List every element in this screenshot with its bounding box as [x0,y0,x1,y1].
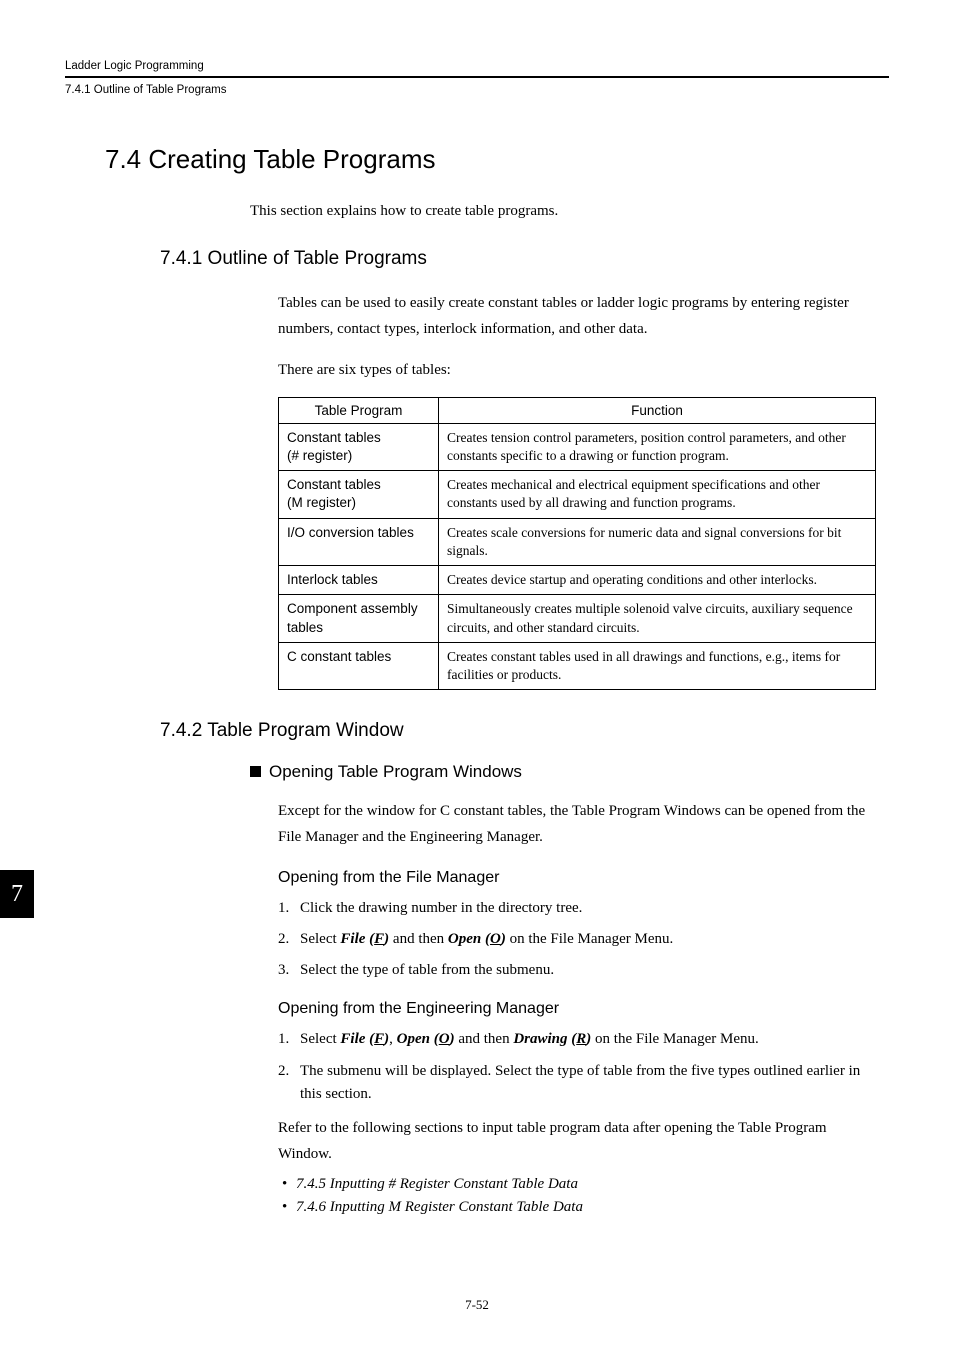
step: The submenu will be displayed. Select th… [278,1060,869,1107]
cell-name: Component assembly [287,601,418,616]
th-function: Function [439,397,876,423]
para-741-1: Tables can be used to easily create cons… [278,290,869,343]
table-types: Table Program Function Constant tables (#… [278,397,876,690]
th-program: Table Program [279,397,439,423]
cell-name: Interlock tables [287,572,378,587]
cell-func: Simultaneously creates multiple solenoid… [439,595,876,642]
step: Click the drawing number in the director… [278,897,869,920]
steps-file-manager: Click the drawing number in the director… [278,897,869,983]
cell-sub: tables [287,620,323,635]
cell-name: Constant tables [287,430,381,445]
ref-bullets: 7.4.5 Inputting # Register Constant Tabl… [278,1173,889,1220]
sub-file-manager: Opening from the File Manager [278,869,889,887]
cell-func: Creates tension control parameters, posi… [439,423,876,470]
step: Select the type of table from the submen… [278,959,869,982]
step: Select File (F), Open (O) and then Drawi… [278,1028,869,1051]
cell-name: Constant tables [287,477,381,492]
steps-engineering-manager: Select File (F), Open (O) and then Drawi… [278,1028,869,1106]
cell-name: C constant tables [287,649,391,664]
table-row: Component assembly tables Simultaneously … [279,595,876,642]
cell-func: Creates constant tables used in all draw… [439,642,876,689]
section-intro: This section explains how to create tabl… [250,203,889,220]
table-row: I/O conversion tables Creates scale conv… [279,518,876,565]
cell-name: I/O conversion tables [287,525,414,540]
cell-sub: (# register) [287,448,352,463]
ref-item: 7.4.6 Inputting M Register Constant Tabl… [278,1196,889,1219]
page-number: 7-52 [65,1297,889,1313]
chapter-tab: 7 [0,870,34,918]
table-row: Constant tables (# register) Creates tens… [279,423,876,470]
ref-item: 7.4.5 Inputting # Register Constant Tabl… [278,1173,889,1196]
step: Select File (F) and then Open (O) on the… [278,928,869,951]
sub-engineering-manager: Opening from the Engineering Manager [278,1000,889,1018]
subsection-742-title: 7.4.2 Table Program Window [160,720,889,742]
cell-func: Creates scale conversions for numeric da… [439,518,876,565]
subsection-741-title: 7.4.1 Outline of Table Programs [160,248,889,270]
cell-func: Creates mechanical and electrical equipm… [439,471,876,518]
table-row: C constant tables Creates constant table… [279,642,876,689]
cell-func: Creates device startup and operating con… [439,566,876,595]
section-title: 7.4 Creating Table Programs [105,144,889,175]
running-head-chapter: Ladder Logic Programming [65,60,889,72]
table-row: Interlock tables Creates device startup … [279,566,876,595]
para-742-1: Except for the window for C constant tab… [278,798,869,851]
cell-sub: (M register) [287,495,356,510]
ref-para: Refer to the following sections to input… [278,1116,869,1167]
para-741-2: There are six types of tables: [278,357,869,383]
running-head-section: 7.4.1 Outline of Table Programs [65,84,889,96]
block-opening-windows: Opening Table Program Windows [250,762,889,782]
table-row: Constant tables (M register) Creates mech… [279,471,876,518]
header-rule [65,76,889,78]
